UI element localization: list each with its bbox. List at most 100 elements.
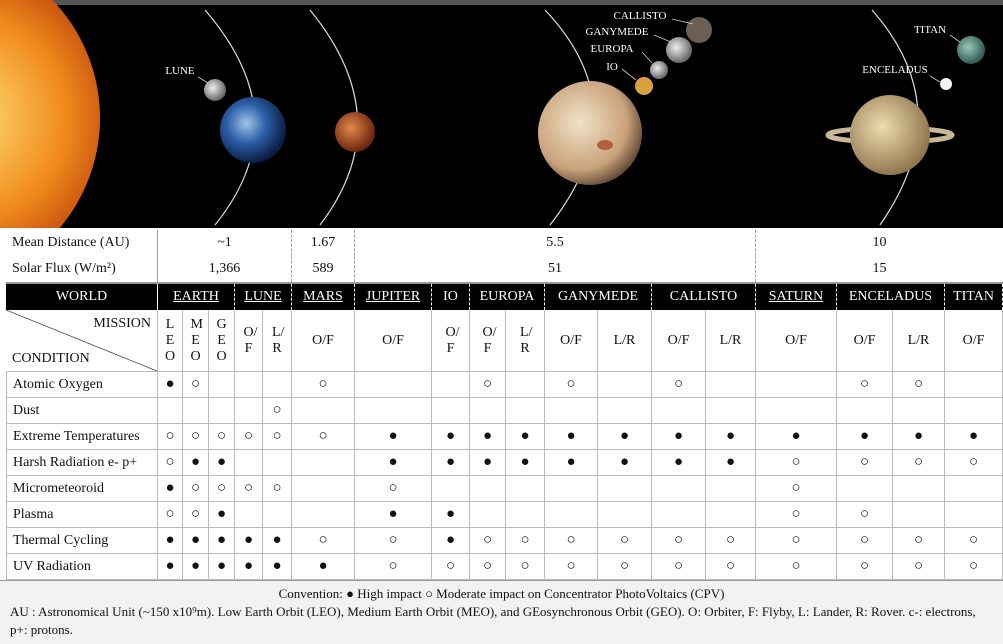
impact-cell: ●: [945, 424, 1003, 450]
impact-cell: ○: [263, 424, 292, 450]
mission-label: LEO: [165, 317, 175, 365]
mission-type: L/R: [706, 310, 756, 372]
impact-cell: ●: [706, 450, 756, 476]
impact-cell: ○: [598, 528, 652, 554]
mission-label: L/R: [908, 333, 930, 349]
distance-value: 10: [756, 230, 1003, 256]
impact-cell: [545, 476, 598, 502]
mission-label: O/F: [560, 333, 582, 349]
world-name: TITAN: [945, 284, 1003, 310]
mission-type: O/F: [292, 310, 355, 372]
mission-label: O/F: [785, 333, 807, 349]
impact-cell: ●: [263, 528, 292, 554]
mission-header: MISSION: [93, 316, 151, 332]
space-image: LUNECALLISTOGANYMEDEEUROPAIOTITANENCELAD…: [0, 0, 1003, 228]
distance-value: ~1: [158, 230, 292, 256]
impact-cell: [158, 398, 183, 424]
impact-cell: ○: [837, 502, 893, 528]
impact-cell: ●: [235, 528, 263, 554]
impact-cell: [945, 398, 1003, 424]
condition: Micrometeoroid: [6, 476, 158, 502]
mission-type: GEO: [209, 310, 235, 372]
condition: Dust: [6, 398, 158, 424]
impact-cell: [756, 372, 837, 398]
impact-cell: [470, 502, 506, 528]
impact-cell: ○: [158, 450, 183, 476]
impact-cell: ○: [158, 502, 183, 528]
world-name: JUPITER: [355, 284, 432, 310]
mission-type: MEO: [183, 310, 209, 372]
condition: Thermal Cycling: [6, 528, 158, 554]
mission-label: O/F: [668, 333, 690, 349]
distance-label: Mean Distance (AU): [6, 230, 158, 256]
world-name: EUROPA: [470, 284, 545, 310]
body-label: GANYMEDE: [586, 26, 649, 38]
impact-cell: [893, 476, 945, 502]
world-name: CALLISTO: [652, 284, 756, 310]
mission-label: O/F: [382, 333, 404, 349]
mission-type: O/F: [432, 310, 470, 372]
impact-cell: ●: [158, 528, 183, 554]
impact-cell: ●: [893, 424, 945, 450]
body-label: ENCELADUS: [862, 64, 927, 76]
impact-cell: [263, 450, 292, 476]
flux-value: 1,366: [158, 256, 292, 282]
mission-type: L/R: [893, 310, 945, 372]
impact-cell: [506, 398, 545, 424]
impact-cell: ●: [209, 554, 235, 580]
impact-cell: ●: [432, 502, 470, 528]
impact-cell: ○: [945, 554, 1003, 580]
impact-cell: ●: [158, 372, 183, 398]
impact-cell: [837, 398, 893, 424]
impact-cell: ●: [652, 450, 706, 476]
impact-cell: ○: [355, 476, 432, 502]
impact-cell: ○: [506, 528, 545, 554]
impact-cell: ●: [292, 554, 355, 580]
impact-cell: ○: [893, 528, 945, 554]
impact-cell: ○: [209, 476, 235, 502]
impact-cell: [235, 372, 263, 398]
impact-cell: ○: [183, 372, 209, 398]
impact-cell: [945, 502, 1003, 528]
impact-cell: ●: [598, 450, 652, 476]
impact-cell: ○: [706, 528, 756, 554]
impact-cell: ○: [945, 450, 1003, 476]
mission-type: O/F: [756, 310, 837, 372]
condition: UV Radiation: [6, 554, 158, 580]
impact-cell: [292, 476, 355, 502]
impact-cell: [598, 372, 652, 398]
mission-label: O/F: [854, 333, 876, 349]
world-name: MARS: [292, 284, 355, 310]
mission-type: L/R: [263, 310, 292, 372]
world-name: ENCELADUS: [837, 284, 945, 310]
impact-cell: ○: [756, 502, 837, 528]
impact-cell: [545, 502, 598, 528]
impact-cell: [209, 398, 235, 424]
mission-type: O/F: [945, 310, 1003, 372]
impact-cell: ○: [263, 398, 292, 424]
body-label: CALLISTO: [614, 10, 667, 22]
mission-type: O/F: [837, 310, 893, 372]
impact-cell: [545, 398, 598, 424]
impact-cell: ●: [598, 424, 652, 450]
impact-cell: [506, 502, 545, 528]
mission-label: GEO: [217, 317, 227, 365]
mission-label: O/F: [244, 325, 254, 357]
condition: Extreme Temperatures: [6, 424, 158, 450]
impact-cell: ●: [545, 424, 598, 450]
condition: Atomic Oxygen: [6, 372, 158, 398]
impact-cell: [355, 398, 432, 424]
impact-cell: [598, 502, 652, 528]
impact-cell: ●: [470, 424, 506, 450]
body-label: EUROPA: [591, 43, 634, 55]
mission-type: L/R: [598, 310, 652, 372]
mission-type: O/F: [235, 310, 263, 372]
impact-cell: [470, 398, 506, 424]
impact-cell: ○: [183, 502, 209, 528]
impact-cell: ○: [706, 554, 756, 580]
mission-type: O/F: [652, 310, 706, 372]
impact-cell: ○: [545, 372, 598, 398]
mission-label: L/R: [272, 325, 282, 357]
impact-cell: [209, 372, 235, 398]
impact-cell: ●: [355, 502, 432, 528]
